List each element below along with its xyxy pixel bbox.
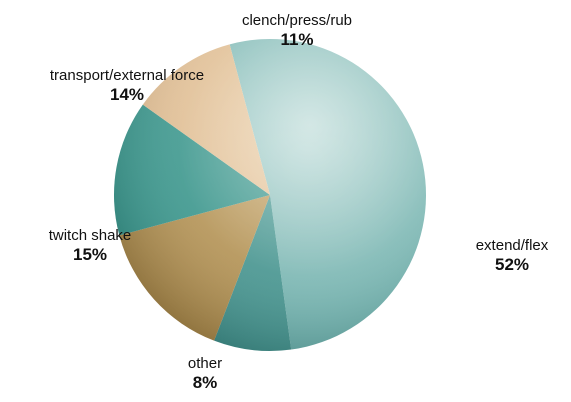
slice-value-extend-flex: 52% (494, 255, 530, 275)
slice-value-transport-external-force: 14% (109, 85, 145, 105)
label-twitch-shake: twitch shake 15% (30, 227, 150, 265)
label-extend-flex: extend/flex 52% (462, 237, 562, 275)
slice-name-transport-external-force: transport/external force (49, 67, 205, 84)
label-transport-external-force: transport/external force 14% (22, 67, 232, 105)
slice-value-clench-press-rub: 11% (280, 30, 314, 50)
slice-value-other: 8% (192, 373, 218, 393)
slice-name-extend-flex: extend/flex (475, 237, 549, 254)
label-clench-press-rub: clench/press/rub 11% (222, 12, 372, 50)
slice-name-clench-press-rub: clench/press/rub (241, 12, 353, 29)
slice-value-twitch-shake: 15% (72, 245, 108, 265)
slice-name-other: other (187, 355, 223, 372)
label-other: other 8% (160, 355, 250, 393)
slice-name-twitch-shake: twitch shake (48, 227, 132, 244)
